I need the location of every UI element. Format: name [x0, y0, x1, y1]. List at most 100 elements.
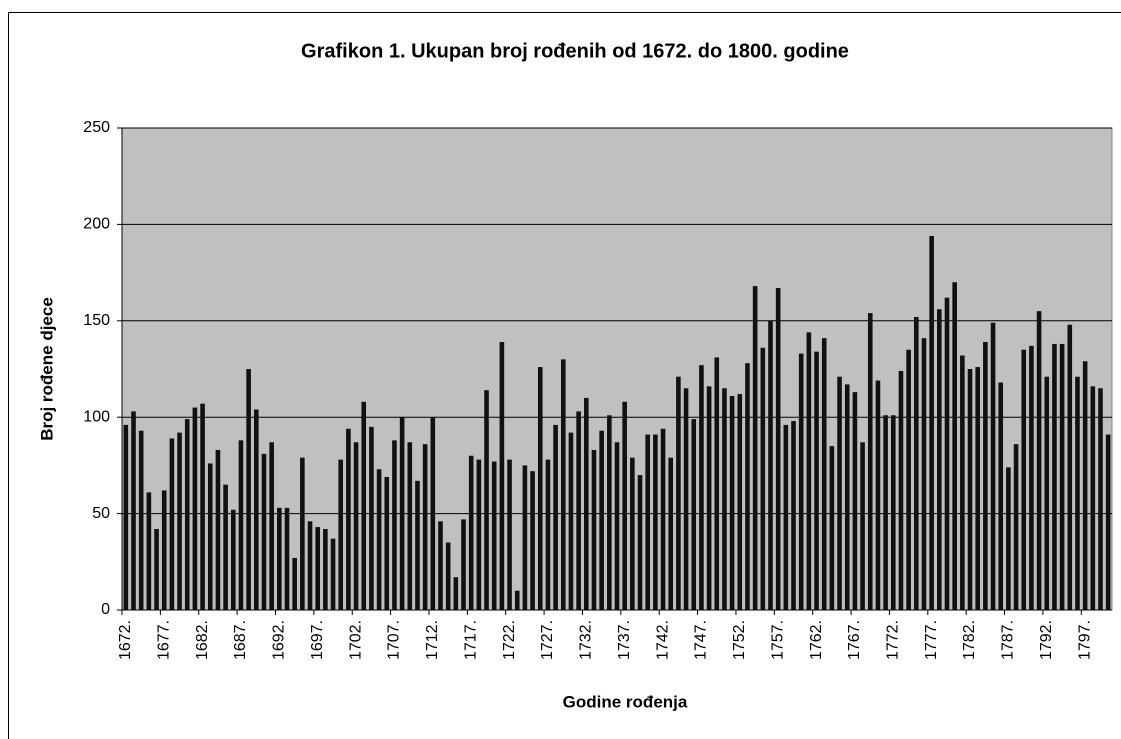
y-tick-label: 250	[83, 119, 110, 136]
bar	[783, 424, 789, 610]
bar	[691, 419, 697, 610]
bar	[284, 507, 290, 610]
bar	[844, 384, 850, 610]
bar	[768, 320, 773, 610]
bar	[867, 313, 873, 610]
bar	[1013, 444, 1019, 610]
bar	[123, 424, 129, 610]
x-tick-label: 1787.	[1000, 620, 1017, 660]
bar	[468, 455, 474, 610]
bar	[860, 442, 865, 610]
bar	[975, 367, 980, 610]
bar	[323, 529, 328, 610]
bar	[814, 351, 819, 610]
x-tick-label: 1692.	[271, 620, 288, 660]
chart-title: Grafikon 1. Ukupan broj rođenih od 1672.…	[301, 40, 849, 62]
bar	[537, 367, 543, 610]
bar	[630, 457, 635, 610]
bar	[484, 390, 489, 610]
bar	[277, 507, 282, 610]
x-tick-label: 1757.	[769, 620, 786, 660]
bar	[952, 282, 957, 610]
x-tick-label: 1772.	[884, 620, 901, 660]
bar	[200, 403, 205, 610]
bar	[683, 388, 689, 610]
bar	[338, 459, 344, 610]
bar	[545, 459, 551, 610]
x-tick-label: 1697.	[309, 620, 326, 660]
bar	[1021, 349, 1027, 610]
bar	[806, 332, 812, 610]
bar	[960, 355, 965, 610]
bar	[714, 357, 720, 610]
x-tick-label: 1797.	[1076, 620, 1093, 660]
bar	[568, 432, 574, 610]
bar	[998, 382, 1004, 610]
bar	[1036, 311, 1042, 610]
bar	[1006, 467, 1011, 610]
bar	[438, 521, 443, 610]
bar	[706, 386, 712, 610]
bar	[576, 411, 581, 610]
x-tick-label: 1727.	[539, 620, 556, 660]
bar	[384, 476, 390, 610]
bar	[177, 432, 182, 610]
bar	[530, 471, 535, 610]
bar	[346, 428, 351, 610]
x-tick-label: 1717.	[462, 620, 479, 660]
x-tick-label: 1782.	[961, 620, 978, 660]
bar	[430, 417, 436, 610]
x-tick-label: 1762.	[808, 620, 825, 660]
bar	[461, 519, 466, 610]
bar	[944, 297, 950, 610]
bar	[937, 309, 942, 610]
bar	[722, 388, 727, 610]
bar	[653, 434, 658, 610]
bar	[161, 490, 167, 610]
y-axis-label: Broj rođene djece	[37, 297, 56, 441]
bar	[875, 380, 881, 610]
bar	[399, 417, 405, 610]
bar	[315, 527, 320, 610]
bar	[453, 577, 459, 610]
bar	[584, 397, 589, 610]
bar	[983, 342, 988, 610]
bar	[476, 459, 482, 610]
bar	[300, 457, 305, 610]
bar	[392, 440, 397, 610]
bar	[361, 401, 367, 610]
bar	[699, 365, 704, 610]
x-tick-label: 1677.	[155, 620, 172, 660]
bar	[1105, 434, 1111, 610]
bar	[131, 411, 136, 610]
bar	[990, 322, 996, 610]
bar	[230, 509, 236, 610]
bar	[138, 430, 144, 610]
bar	[906, 349, 911, 610]
bar	[737, 394, 743, 610]
bar	[407, 442, 413, 610]
bar	[607, 415, 612, 610]
x-tick-label: 1767.	[846, 620, 863, 660]
bar	[929, 235, 934, 610]
x-tick-label: 1712.	[424, 620, 441, 660]
bar	[215, 449, 221, 610]
bar	[330, 538, 336, 610]
bar	[1052, 343, 1057, 610]
x-tick-label: 1682.	[194, 620, 211, 660]
bar	[254, 409, 259, 610]
bar	[791, 421, 796, 610]
bar	[246, 369, 251, 610]
bar	[852, 392, 858, 610]
bar	[837, 376, 842, 610]
bar	[292, 557, 297, 610]
bar	[415, 480, 420, 610]
bar	[591, 449, 597, 610]
x-tick-label: 1737.	[616, 620, 633, 660]
bar	[207, 463, 213, 610]
bar	[422, 444, 428, 610]
bar	[307, 521, 313, 610]
x-tick-label: 1732.	[578, 620, 595, 660]
bar	[507, 459, 512, 610]
